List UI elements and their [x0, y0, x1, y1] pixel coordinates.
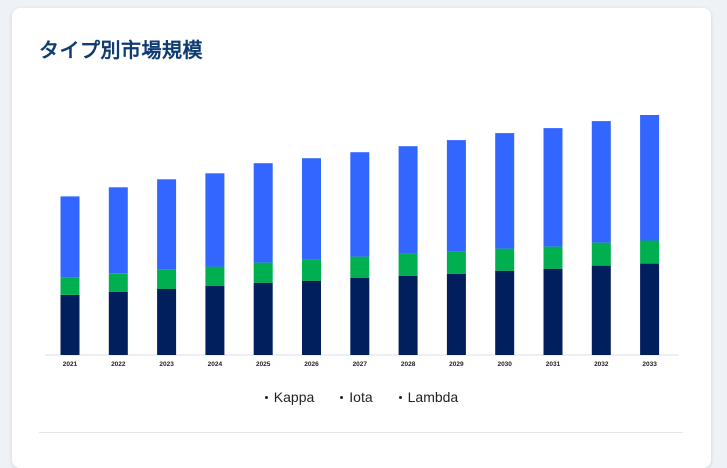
legend-label: Iota — [349, 389, 373, 405]
legend-label: Lambda — [407, 389, 459, 405]
x-tick-label-2021: 2021 — [63, 361, 78, 368]
bar-iota-2026[interactable] — [302, 259, 321, 281]
bar-lambda-2023[interactable] — [157, 179, 177, 270]
x-tick-label-2029: 2029 — [449, 361, 464, 368]
bar-lambda-2026[interactable] — [302, 158, 321, 260]
bar-kappa-2024[interactable] — [205, 285, 225, 355]
bar-iota-2023[interactable] — [157, 269, 177, 289]
bar-kappa-2022[interactable] — [108, 291, 128, 355]
legend-bullet-icon — [340, 395, 344, 399]
bar-lambda-2021[interactable] — [60, 196, 80, 278]
bar-lambda-2033[interactable] — [640, 115, 660, 241]
bar-kappa-2033[interactable] — [640, 263, 660, 355]
bar-iota-2031[interactable] — [543, 246, 563, 269]
bar-kappa-2025[interactable] — [253, 282, 273, 355]
legend-item-iota[interactable]: Iota — [340, 389, 373, 405]
bars-group — [60, 115, 660, 355]
x-tick-label-2030: 2030 — [497, 361, 512, 368]
bar-kappa-2023[interactable] — [157, 288, 177, 355]
bar-lambda-2024[interactable] — [205, 173, 225, 267]
bar-iota-2032[interactable] — [591, 242, 611, 266]
bar-kappa-2032[interactable] — [591, 265, 611, 355]
x-tick-label-2023: 2023 — [159, 361, 174, 368]
bar-lambda-2032[interactable] — [591, 121, 611, 243]
bar-iota-2022[interactable] — [108, 273, 128, 292]
legend-label: Kappa — [273, 389, 315, 405]
bar-lambda-2031[interactable] — [543, 128, 563, 247]
x-tick-label-2022: 2022 — [111, 361, 126, 368]
bar-kappa-2028[interactable] — [398, 275, 418, 355]
bar-iota-2029[interactable] — [446, 251, 466, 274]
x-tick-label-2033: 2033 — [642, 361, 657, 368]
bar-iota-2025[interactable] — [253, 262, 273, 283]
x-tick-label-2026: 2026 — [304, 361, 319, 368]
bar-kappa-2030[interactable] — [495, 270, 515, 355]
bar-iota-2027[interactable] — [350, 256, 370, 278]
legend-bullet-icon — [398, 395, 402, 399]
x-tick-label-2027: 2027 — [353, 361, 368, 368]
divider — [39, 432, 683, 433]
bar-lambda-2028[interactable] — [398, 146, 418, 254]
x-tick-label-2031: 2031 — [546, 361, 561, 368]
bar-kappa-2029[interactable] — [446, 273, 466, 355]
chart-card: タイプ別市場規模 2021 2022 2023 2024 2025 2026 2027 202… — [12, 8, 711, 468]
chart-title: タイプ別市場規模 — [39, 38, 203, 62]
bar-lambda-2029[interactable] — [446, 140, 466, 252]
bar-iota-2033[interactable] — [640, 240, 660, 264]
legend-item-lambda[interactable]: Lambda — [398, 389, 459, 405]
bar-lambda-2027[interactable] — [350, 152, 370, 257]
bar-kappa-2021[interactable] — [60, 294, 80, 355]
bar-iota-2030[interactable] — [495, 248, 515, 271]
bar-kappa-2026[interactable] — [302, 280, 321, 355]
x-tick-label-2028: 2028 — [401, 361, 416, 368]
x-tick-label-2032: 2032 — [594, 361, 609, 368]
x-tick-label-2025: 2025 — [256, 361, 271, 368]
x-tick-labels: 2021 2022 2023 2024 2025 2026 2027 2028 2029 2030… — [63, 361, 657, 368]
bar-lambda-2022[interactable] — [108, 187, 128, 274]
bar-lambda-2025[interactable] — [253, 163, 273, 263]
legend-bullet-icon — [264, 395, 268, 399]
legend: Kappa Iota Lambda — [12, 389, 711, 405]
legend-item-kappa[interactable]: Kappa — [264, 389, 315, 405]
bar-iota-2024[interactable] — [205, 266, 225, 286]
bar-lambda-2030[interactable] — [495, 133, 515, 249]
x-tick-label-2024: 2024 — [208, 361, 223, 368]
bar-kappa-2027[interactable] — [350, 277, 370, 355]
bar-iota-2028[interactable] — [398, 253, 418, 276]
bar-iota-2021[interactable] — [60, 277, 80, 295]
bar-kappa-2031[interactable] — [543, 268, 563, 355]
stacked-bar-chart: 2021 2022 2023 2024 2025 2026 2027 2028 2029 2030… — [45, 115, 679, 368]
